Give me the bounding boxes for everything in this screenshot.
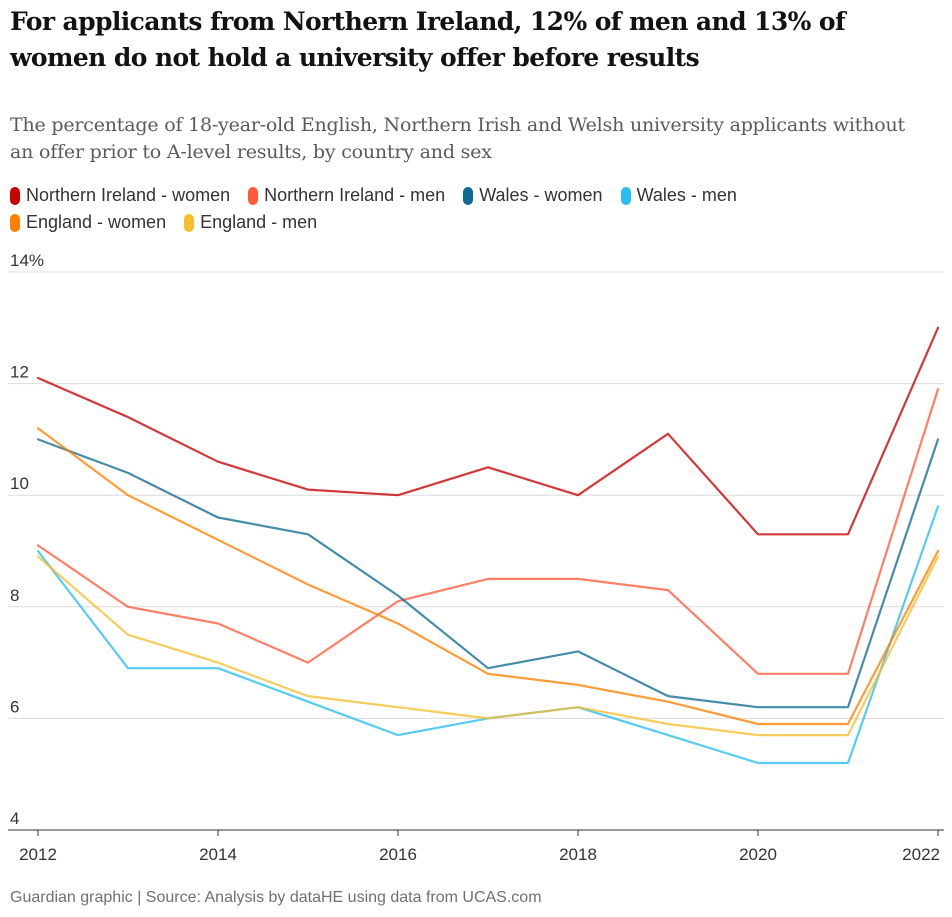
y-tick-label-8: 8 xyxy=(10,586,19,605)
y-tick-label-10: 10 xyxy=(10,474,29,493)
legend-item-wales-women: Wales - women xyxy=(463,185,603,206)
x-tick-label-2018: 2018 xyxy=(559,845,597,864)
series-line-england-men xyxy=(36,555,940,737)
legend-label-northern-ireland-men: Northern Ireland - men xyxy=(264,185,446,205)
series-line-northern-ireland-women xyxy=(36,326,940,536)
legend-label-england-women: England - women xyxy=(26,212,167,232)
legend-label-northern-ireland-women: Northern Ireland - women xyxy=(26,185,231,205)
x-tick-label-2014: 2014 xyxy=(199,845,237,864)
x-tick-label-2022: 2022 xyxy=(902,845,940,864)
legend-label-wales-women: Wales - women xyxy=(479,185,603,205)
legend-item-england-women: England - women xyxy=(10,212,166,233)
legend-row-1: Northern Ireland - women Northern Irelan… xyxy=(10,182,940,209)
legend-item-england-men: England - men xyxy=(184,212,317,233)
legend-item-northern-ireland-women: Northern Ireland - women xyxy=(10,185,230,206)
x-tick-label-2016: 2016 xyxy=(379,845,417,864)
y-tick-label-6: 6 xyxy=(10,697,19,716)
series-line-wales-women xyxy=(36,438,940,709)
y-tick-label-4: 4 xyxy=(10,809,19,828)
legend-swatch-wales-men xyxy=(620,186,631,205)
legend-swatch-england-women xyxy=(10,213,20,232)
y-tick-label-12: 12 xyxy=(10,363,29,382)
series-line-england-women xyxy=(36,427,940,726)
legend-swatch-wales-women xyxy=(463,186,474,205)
x-tick-label-2020: 2020 xyxy=(739,845,777,864)
legend-swatch-northern-ireland-men xyxy=(248,186,259,205)
legend-row-2: England - women England - men xyxy=(10,209,940,236)
chart-legend: Northern Ireland - women Northern Irelan… xyxy=(10,182,940,236)
legend-item-wales-men: Wales - men xyxy=(620,185,737,206)
legend-item-northern-ireland-men: Northern Ireland - men xyxy=(248,185,445,206)
chart-title: For applicants from Northern Ireland, 12… xyxy=(10,7,846,72)
x-tick-label-2012: 2012 xyxy=(19,845,57,864)
legend-swatch-northern-ireland-women xyxy=(10,186,20,205)
legend-label-wales-men: Wales - men xyxy=(636,185,737,205)
legend-swatch-england-men xyxy=(184,213,195,232)
legend-label-england-men: England - men xyxy=(200,212,318,232)
line-chart: 4 6 8 10 12 14% 2012 2014 2016 2018 2020 2022 xyxy=(8,251,944,864)
source-footer: Guardian graphic | Source: Analysis by d… xyxy=(10,889,542,906)
series-line-northern-ireland-men xyxy=(36,388,940,675)
chart-subtitle: The percentage of 18-year-old English, N… xyxy=(10,114,905,163)
y-tick-label-14: 14% xyxy=(10,251,44,270)
